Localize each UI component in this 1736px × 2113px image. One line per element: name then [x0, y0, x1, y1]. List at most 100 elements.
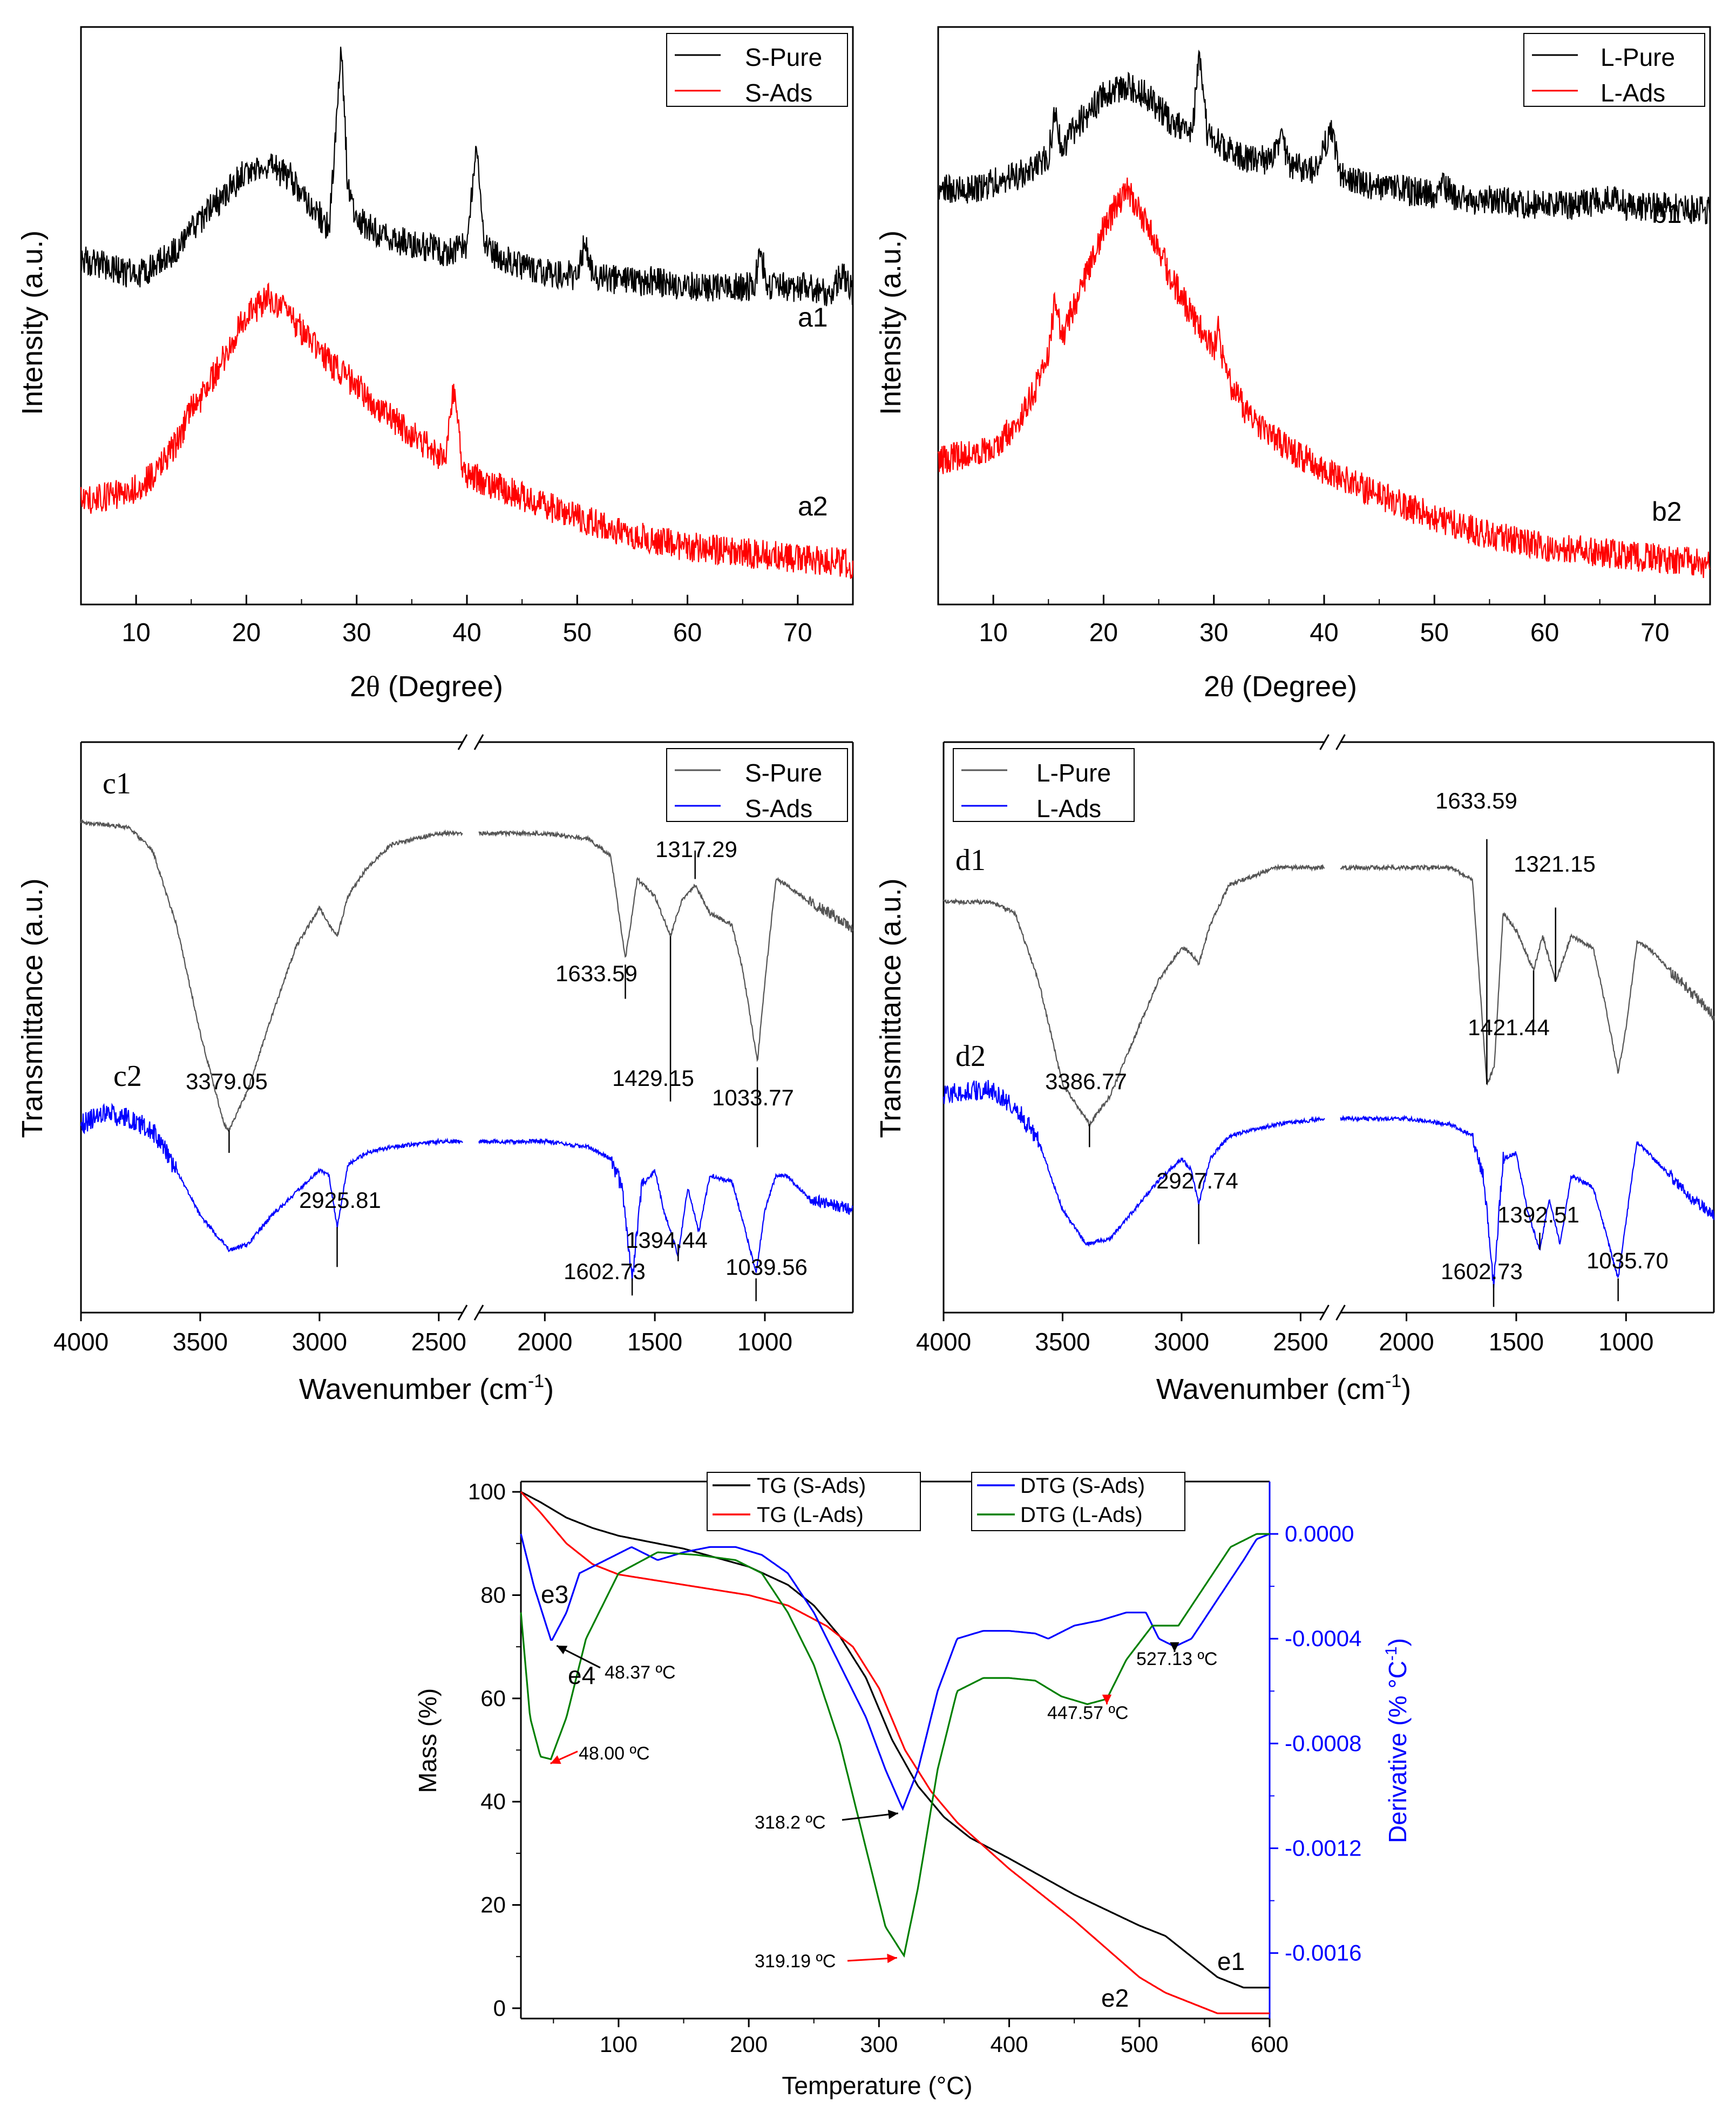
panel-e-ann-447-57: 447.57 ºC	[1047, 1703, 1128, 1723]
panel-e-curve-e4-label: e4	[568, 1661, 595, 1689]
panel-a-legend-s-pure: S-Pure	[745, 43, 822, 71]
panel-c-break-mark	[473, 734, 484, 750]
panel-c-peak-1602: 1602.73	[564, 1259, 646, 1284]
panel-d-xtick-label: 2000	[1379, 1328, 1434, 1356]
panel-b-xtick-label: 30	[1199, 619, 1228, 647]
panel-d-break-mark	[1319, 734, 1330, 750]
panel-c-break-mark	[457, 1305, 468, 1321]
panel-d-xtick-label: 1500	[1489, 1328, 1544, 1356]
panel-d-peak-1633: 1633.59	[1435, 788, 1517, 813]
panel-a-xrd-s: 10 20 30 40 50 60 70	[80, 26, 854, 647]
panel-e-legend-tg-l: TG (L-Ads)	[757, 1503, 864, 1527]
panel-d-legend-l-pure: L-Pure	[1036, 759, 1111, 787]
panel-d-xtick-label: 2500	[1273, 1328, 1328, 1356]
panel-d-series-l-ads-seg0	[942, 1079, 1325, 1247]
panel-b-series-l-pure	[937, 49, 1711, 225]
panel-c-curve-c1-label: c1	[103, 767, 131, 800]
panel-e-ann-318-2: 318.2 ºC	[755, 1812, 826, 1833]
panel-e-ylabel-right: Derivative (% °C-1)	[1382, 1638, 1412, 1843]
panel-b-xtick-label: 40	[1310, 619, 1338, 647]
panel-e-xlabel: Temperature (°C)	[782, 2071, 972, 2100]
panel-b-xtick-label: 20	[1089, 619, 1118, 647]
panel-a-xtick-label: 40	[452, 619, 481, 647]
panel-c-series-s-ads-seg1	[478, 1138, 853, 1281]
panel-e-curve-e2-label: e2	[1101, 1984, 1129, 2012]
panel-c-series-s-pure-seg0	[80, 818, 463, 1133]
panel-d-break-mark	[1335, 1305, 1346, 1321]
panel-e-ytick-label: 60	[480, 1686, 506, 1711]
panel-e-legend-tg-s: TG (S-Ads)	[757, 1474, 866, 1498]
panel-d-series-l-ads-seg1	[1340, 1115, 1715, 1288]
panel-a-frame	[80, 26, 854, 606]
panel-a-xtick-label: 60	[673, 619, 702, 647]
panel-d-peak-3386: 3386.77	[1045, 1069, 1127, 1094]
panel-d-peak-1321: 1321.15	[1514, 851, 1596, 877]
panel-c-peak-1429: 1429.15	[612, 1065, 694, 1091]
panel-a-xtick-label: 20	[232, 619, 261, 647]
panel-c-break-mark	[457, 734, 468, 750]
panel-d-peak-1035: 1035.70	[1586, 1248, 1669, 1273]
panel-c-peak-1317: 1317.29	[655, 837, 737, 862]
panel-c-peak-1633: 1633.59	[555, 961, 638, 986]
panel-c-legend-box	[666, 748, 848, 822]
panel-b-xlabel: 2θ (Degree)	[1204, 670, 1357, 703]
panel-d-peak-1421: 1421.44	[1468, 1015, 1550, 1040]
panel-b-series-l-ads	[937, 177, 1711, 578]
panel-b-xtick-label: 50	[1420, 619, 1449, 647]
panel-c-peak-1394: 1394.44	[626, 1227, 708, 1253]
panel-d-series-l-pure-seg1	[1340, 864, 1715, 1086]
panel-c-peak-3379: 3379.05	[186, 1069, 268, 1094]
panel-e-legend-dtg-s: DTG (S-Ads)	[1020, 1474, 1145, 1498]
panel-e-xtick-label: 500	[1121, 2032, 1158, 2057]
panel-b-xtick-label: 10	[979, 619, 1007, 647]
panel-e-ytick-label: 80	[480, 1582, 506, 1607]
panel-e-series-dtg-l-ads-	[520, 1533, 1270, 1958]
panel-e-ann-48-37: 48.37 ºC	[605, 1662, 676, 1683]
panel-e-series-tg-l-ads-	[520, 1491, 1270, 2014]
panel-e-curve-e1-label: e1	[1217, 1947, 1245, 1975]
panel-d-peak-1392: 1392.51	[1497, 1202, 1579, 1227]
panel-e-legend-box-left	[707, 1472, 921, 1531]
panel-c-ylabel: Transmittance (a.u.)	[16, 878, 49, 1138]
panel-c-peak-1033: 1033.77	[712, 1085, 794, 1110]
panel-e-curve-e3-label: e3	[541, 1580, 568, 1608]
panel-c-xtick-label: 3000	[292, 1328, 347, 1356]
panel-a-xtick-label: 30	[342, 619, 371, 647]
panel-e-ytick-label: 0	[493, 1995, 506, 2021]
panel-c-xtick-label: 2000	[517, 1328, 572, 1356]
panel-a-series-s-ads	[80, 282, 854, 579]
panel-d-break-mark	[1335, 734, 1346, 750]
panel-e-legend-dtg-l: DTG (L-Ads)	[1020, 1503, 1143, 1527]
panel-e-xtick-label: 600	[1251, 2032, 1289, 2057]
panel-d-break-mark	[1319, 1305, 1330, 1321]
panel-d-peak-2927: 2927.74	[1156, 1168, 1238, 1193]
panel-b-curve-b2-label: b2	[1652, 497, 1682, 527]
panel-c-xlabel: Wavenumber (cm-1)	[299, 1371, 554, 1405]
panel-d-curve-d1-label: d1	[955, 844, 986, 877]
panel-a-ylabel: Intensity (a.u.)	[16, 230, 49, 415]
panel-c-peak-2925: 2925.81	[299, 1187, 381, 1213]
panel-e-ann-48-00: 48.00 ºC	[579, 1743, 650, 1764]
panel-e-arrow-319-19-head	[887, 1953, 897, 1963]
panel-c-legend-s-ads: S-Ads	[745, 794, 812, 823]
panel-c-xtick-label: 2500	[411, 1328, 466, 1356]
panel-e-arrow-527-13-head	[1170, 1642, 1179, 1652]
panel-d-legend-l-ads: L-Ads	[1036, 794, 1101, 823]
panel-d-peak-1602: 1602.73	[1441, 1259, 1523, 1284]
panel-e-xtick-label: 400	[991, 2032, 1028, 2057]
panel-b-xrd-l: 10 20 30 40 50 60 70	[937, 26, 1711, 647]
panel-c-xtick-label: 1000	[737, 1328, 792, 1356]
panel-b-legend-l-ads: L-Ads	[1601, 79, 1665, 107]
panel-b-legend-l-pure: L-Pure	[1601, 43, 1675, 71]
panel-b-curve-b1-label: b1	[1652, 199, 1682, 229]
panel-e-xtick-label: 300	[860, 2032, 898, 2057]
panel-a-series-s-pure	[80, 46, 854, 307]
panel-e-legend-box-right	[971, 1472, 1185, 1531]
panel-c-curve-c2-label: c2	[113, 1059, 142, 1093]
panel-e-arrow-447-57-head	[1102, 1694, 1112, 1704]
panel-e-tga: 100 200 300 400 500 600 0 20 40 60 80 100 0.0000 -0.0…	[468, 1472, 1361, 2057]
panel-e-ytick-right-label: -0.0008	[1285, 1730, 1361, 1756]
panel-e-arrow-48-37-head	[557, 1646, 568, 1654]
panel-e-series-dtg-s-ads-	[520, 1533, 1270, 1811]
